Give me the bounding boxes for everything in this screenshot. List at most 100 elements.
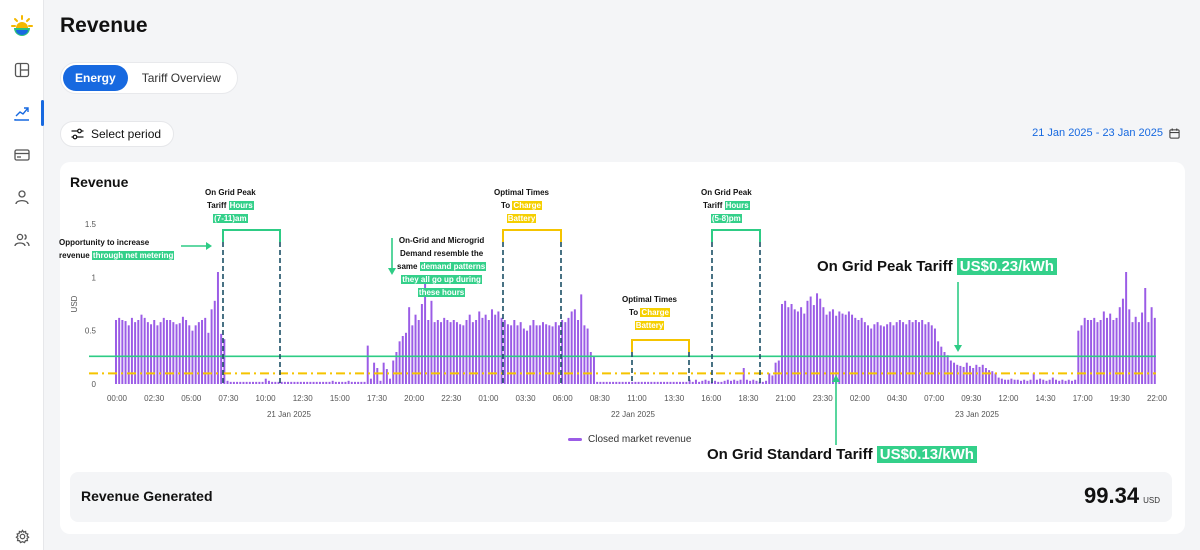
bar: [484, 314, 487, 384]
bar: [1039, 378, 1042, 384]
bar: [1058, 380, 1061, 384]
bar: [790, 304, 793, 384]
bar: [666, 381, 669, 384]
bar: [280, 381, 283, 384]
bar: [487, 320, 490, 384]
bar: [433, 322, 436, 384]
x-tick-label: 11:00: [627, 394, 647, 403]
revenue-generated-label: Revenue Generated: [81, 488, 213, 504]
bar: [277, 381, 280, 384]
settings-icon[interactable]: [10, 524, 34, 548]
bar: [258, 381, 261, 384]
tab-tariff-overview[interactable]: Tariff Overview: [141, 71, 221, 85]
bar: [283, 381, 286, 384]
bar: [914, 320, 917, 384]
bar: [704, 379, 707, 384]
bar: [424, 277, 427, 384]
annotation-highlight: US$0.23/kWh: [956, 258, 1057, 275]
bar: [730, 380, 732, 384]
sidebar-active-indicator: [41, 100, 44, 126]
users-icon[interactable]: [10, 228, 34, 252]
bar: [519, 322, 522, 384]
bar: [647, 381, 650, 384]
bar: [140, 314, 143, 384]
bar: [816, 293, 819, 384]
bar: [583, 325, 586, 384]
bar: [271, 381, 274, 384]
y-tick-label: 0: [92, 380, 97, 389]
bar: [1086, 320, 1089, 384]
bar: [201, 320, 204, 384]
date-range-picker[interactable]: 21 Jan 2025 - 23 Jan 2025: [1032, 127, 1180, 139]
chart-legend[interactable]: Closed market revenue: [568, 434, 691, 445]
bar: [414, 314, 417, 384]
bar: [481, 317, 484, 384]
bar: [628, 381, 631, 384]
bar: [857, 320, 860, 384]
revenue-amount: 99.34: [1084, 483, 1140, 508]
logo-icon[interactable]: [10, 14, 34, 38]
bar: [930, 325, 933, 384]
bar: [902, 322, 905, 384]
card-icon[interactable]: [10, 143, 34, 167]
bar: [745, 379, 748, 384]
bar: [927, 322, 930, 384]
bar: [513, 320, 516, 384]
peak-hours-bracket-1: [222, 229, 281, 242]
bar: [417, 320, 420, 384]
bar: [694, 379, 697, 384]
bar: [557, 325, 560, 384]
bar: [315, 381, 318, 384]
bar: [640, 381, 643, 384]
bar: [596, 381, 599, 384]
bar: [1013, 379, 1016, 384]
bar: [688, 379, 691, 384]
bar: [876, 322, 879, 384]
bar: [309, 381, 312, 384]
x-tick-label: 10:00: [256, 394, 277, 403]
bar: [835, 315, 838, 384]
x-tick-label: 02:30: [144, 394, 165, 403]
bar: [312, 381, 315, 384]
bar: [577, 320, 580, 384]
bar: [953, 362, 956, 384]
annotation-line: To: [501, 201, 511, 210]
annotation-peak-hours-2: On Grid Peak Tariff Hours (5-8)pm: [701, 186, 752, 225]
legend-swatch: [568, 438, 582, 441]
bar: [1121, 298, 1124, 384]
bar: [822, 307, 825, 384]
annotation-demand-patterns: On-Grid and Microgrid Demand resemble th…: [397, 234, 487, 299]
user-icon[interactable]: [10, 185, 34, 209]
x-date-label: 21 Jan 2025: [267, 410, 312, 419]
bar: [194, 325, 197, 384]
bar: [172, 322, 175, 384]
bar: [274, 381, 277, 384]
dashboard-icon[interactable]: [10, 58, 34, 82]
bar: [742, 368, 745, 384]
bar: [538, 325, 541, 384]
annotation-peak-tariff: On Grid Peak Tariff US$0.23/kWh: [817, 258, 1057, 275]
bar: [784, 300, 787, 384]
bar: [436, 320, 439, 384]
chart-icon[interactable]: [10, 101, 34, 125]
bar: [1080, 325, 1083, 384]
bar: [181, 316, 184, 384]
bar: [819, 298, 822, 384]
bar: [589, 352, 592, 384]
charge-window-bracket-2: [631, 339, 690, 352]
bar: [755, 380, 758, 384]
tab-energy[interactable]: Energy: [63, 65, 128, 91]
bar: [679, 381, 681, 384]
bar: [1115, 317, 1118, 384]
bar: [535, 325, 538, 384]
bar: [825, 314, 828, 384]
bar: [1048, 379, 1051, 384]
bar: [1026, 380, 1029, 384]
x-tick-label: 07:00: [924, 394, 945, 403]
bar: [401, 336, 404, 384]
x-tick-label: 05:00: [181, 394, 202, 403]
x-tick-label: 19:30: [1110, 394, 1131, 403]
bar: [663, 381, 666, 384]
select-period-button[interactable]: Select period: [60, 121, 175, 147]
bar: [940, 346, 943, 384]
